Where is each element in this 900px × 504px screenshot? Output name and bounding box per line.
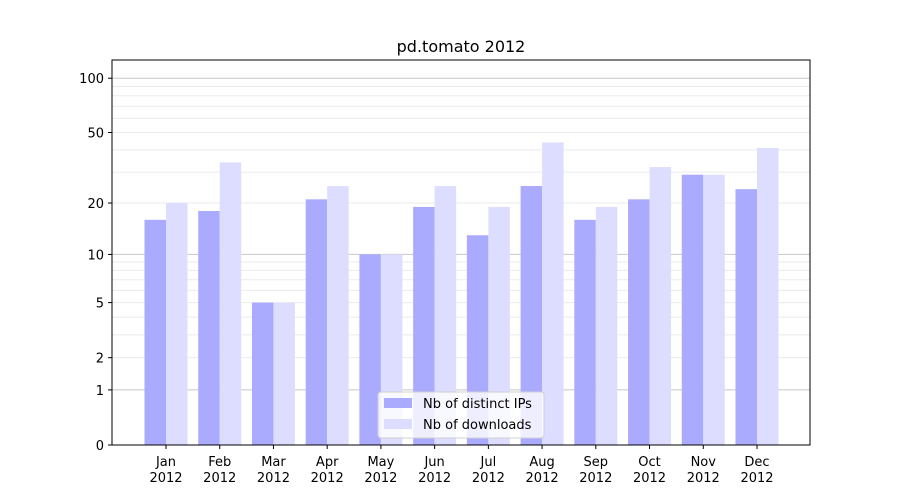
bar-downloads: [219, 162, 242, 445]
bar-distinct-ips: [198, 210, 220, 445]
y-tick-label: 0: [96, 439, 104, 454]
x-tick-label: Mar: [261, 455, 286, 470]
x-tick-label: Oct: [638, 455, 660, 470]
y-tick-label: 5: [96, 297, 104, 312]
x-tick-label: 2012: [364, 471, 397, 486]
bar-distinct-ips: [574, 219, 596, 445]
plot-frame: [111, 59, 811, 446]
x-tick-label: 2012: [633, 471, 666, 486]
y-tick-label: 2: [96, 352, 104, 367]
bar-downloads: [757, 147, 779, 445]
x-tick-label: 2012: [149, 471, 182, 486]
x-tick-label: 2012: [687, 471, 720, 486]
bar-distinct-ips: [359, 254, 381, 445]
bar-distinct-ips: [413, 206, 435, 445]
legend-swatch: [384, 398, 412, 408]
bar-downloads: [649, 167, 672, 445]
x-tick-label: 2012: [418, 471, 451, 486]
y-tick-label: 100: [79, 72, 104, 87]
y-tick-label: 20: [87, 197, 104, 212]
legend-swatch: [384, 419, 412, 429]
bar-distinct-ips: [305, 199, 328, 445]
y-tick-label: 50: [87, 127, 104, 142]
x-tick-label: Nov: [691, 455, 717, 470]
bar-downloads: [488, 206, 510, 445]
bar-downloads: [273, 302, 295, 445]
x-tick-label: 2012: [579, 471, 612, 486]
x-tick-label: Jul: [480, 455, 497, 470]
bar-distinct-ips: [735, 189, 757, 445]
x-tick-label: 2012: [311, 471, 344, 486]
x-tick-label: 2012: [526, 471, 559, 486]
bar-distinct-ips: [628, 199, 650, 445]
bar-distinct-ips: [520, 186, 543, 445]
legend: Nb of distinct IPs Nb of downloads: [377, 391, 545, 439]
x-tick-label: May: [367, 455, 394, 470]
bar-downloads: [542, 142, 564, 445]
bar-distinct-ips: [681, 174, 704, 445]
y-tick-label: 10: [87, 248, 104, 263]
x-tick-label: 2012: [472, 471, 505, 486]
y-tick-label: 1: [96, 384, 104, 399]
x-tick-label: Jan: [155, 455, 176, 470]
chart-title: pd.tomato 2012: [397, 37, 526, 56]
bar-downloads: [595, 206, 618, 445]
x-tick-label: 2012: [203, 471, 236, 486]
legend-label: Nb of downloads: [423, 418, 532, 433]
bar-distinct-ips: [251, 302, 274, 445]
x-tick-label: Apr: [316, 455, 339, 470]
x-tick-label: Sep: [584, 455, 609, 470]
x-tick-label: Jun: [423, 455, 444, 470]
bar-downloads: [166, 203, 188, 445]
x-tick-label: 2012: [257, 471, 290, 486]
legend-label: Nb of distinct IPs: [423, 397, 532, 412]
x-tick-label: Aug: [529, 455, 554, 470]
x-tick-label: 2012: [740, 471, 773, 486]
bar-downloads: [434, 186, 457, 445]
bar-downloads: [327, 186, 349, 445]
legend-box: [377, 391, 545, 439]
bar-distinct-ips: [144, 219, 166, 445]
bar-downloads: [703, 174, 725, 445]
x-tick-label: Feb: [208, 455, 231, 470]
x-tick-label: Dec: [744, 455, 769, 470]
